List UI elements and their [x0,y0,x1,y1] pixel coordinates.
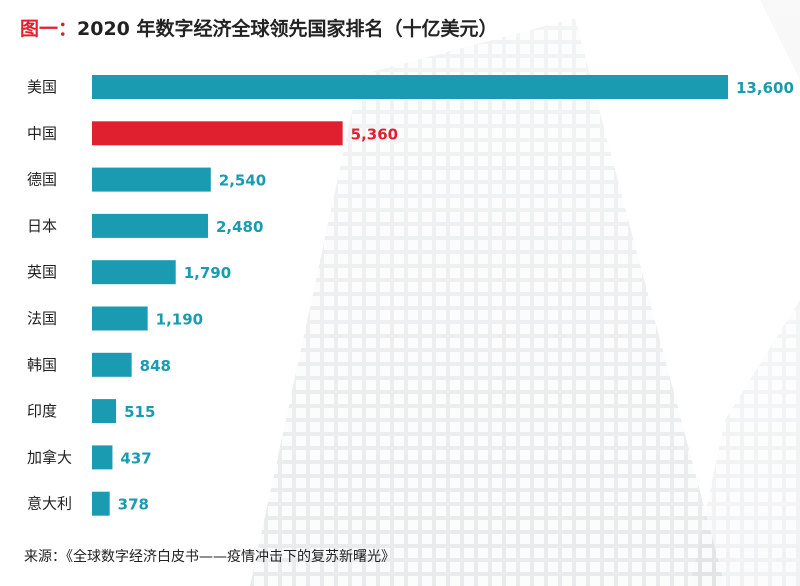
value-label: 848 [140,357,171,375]
value-label: 2,540 [219,172,266,190]
bar [92,491,110,516]
bar [92,399,117,424]
value-label: 515 [124,403,155,421]
bar [92,445,113,470]
value-label: 13,600 [736,79,794,97]
category-label: 美国 [27,78,57,96]
value-label: 1,190 [156,311,203,329]
bar [92,352,132,377]
category-label: 加拿大 [27,448,72,466]
bar [92,75,728,99]
chart-title-text: 2020 年数字经济全球领先国家排名（十亿美元） [77,18,498,40]
category-label: 英国 [27,263,57,281]
bar [92,213,208,238]
value-label: 437 [120,449,151,467]
category-label: 日本 [27,217,57,235]
chart-title-lead: 图一： [20,18,78,40]
value-label: 378 [118,496,149,514]
source-note: 来源：《全球数字经济白皮书——疫情冲击下的复苏新曙光》 [24,549,395,565]
category-label: 韩国 [27,356,57,374]
value-label: 5,360 [351,125,398,143]
value-label: 1,790 [184,264,231,282]
chart-title: 图一：2020 年数字经济全球领先国家排名（十亿美元） [20,14,498,41]
category-label: 印度 [27,402,57,420]
bar [92,167,211,192]
bar [92,260,176,285]
bar [92,121,343,146]
category-label: 中国 [27,124,57,142]
category-label: 德国 [27,171,57,189]
category-label: 意大利 [27,495,72,513]
category-label: 法国 [27,310,57,328]
bar [92,306,148,331]
value-label: 2,480 [216,218,263,236]
